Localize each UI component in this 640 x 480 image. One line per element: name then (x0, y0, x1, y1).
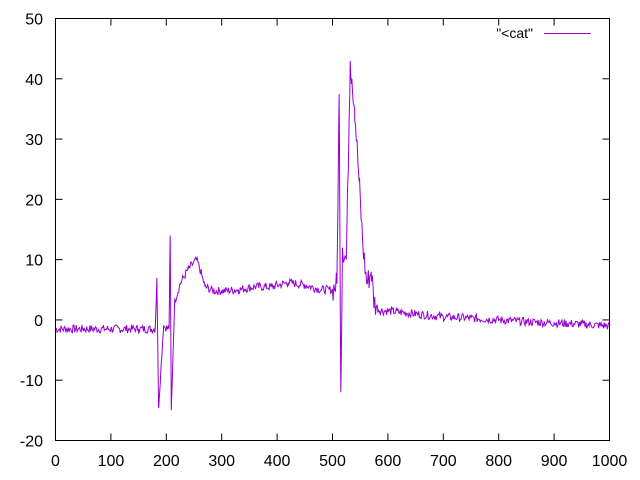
x-tick-label: 900 (541, 453, 568, 470)
x-tick-label: 300 (208, 453, 235, 470)
x-tick-label: 100 (98, 453, 125, 470)
x-tick-label: 400 (264, 453, 291, 470)
tick-labels: 0 100 200 300 400 500 600 700 800 900 1000 -20 -10 0 1… (20, 12, 628, 471)
x-tick-label: 500 (319, 453, 346, 470)
x-tick-label: 200 (153, 453, 180, 470)
y-tick-label: 40 (25, 72, 43, 89)
x-tick-label: 800 (485, 453, 512, 470)
plot-frame (55, 18, 610, 441)
y-tick-label: 30 (25, 132, 43, 149)
y-tick-label: -10 (20, 373, 43, 390)
x-tick-label: 700 (430, 453, 457, 470)
x-tick-label: 0 (51, 453, 60, 470)
legend-label: "<cat" (496, 25, 533, 41)
legend: "<cat" (496, 25, 591, 41)
y-tick-label: 50 (25, 12, 43, 29)
y-tick-label: 0 (34, 313, 43, 330)
y-tick-label: -20 (20, 434, 43, 451)
x-tick-label: 1000 (592, 453, 628, 470)
y-tick-label: 10 (25, 253, 43, 270)
x-tick-label: 600 (375, 453, 402, 470)
series-line (55, 60, 610, 411)
series-group (55, 60, 610, 411)
y-tick-label: 20 (25, 192, 43, 209)
